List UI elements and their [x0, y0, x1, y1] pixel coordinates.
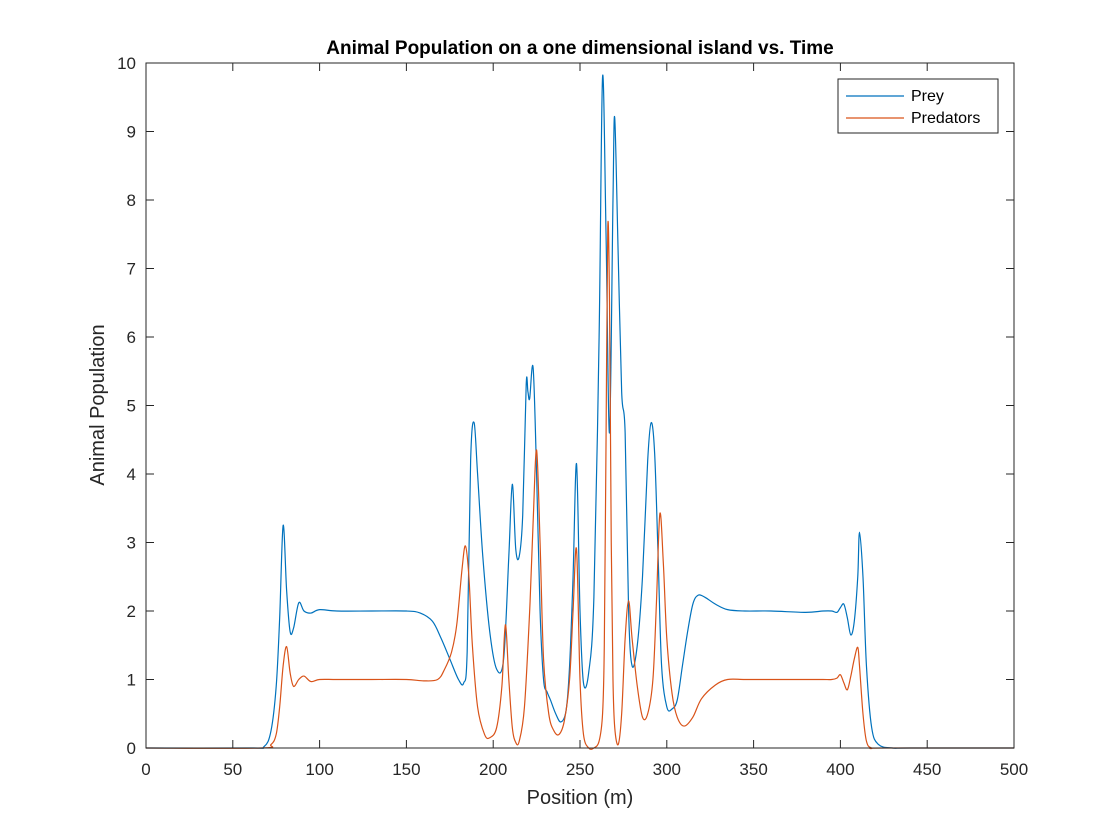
y-tick-label: 0 [127, 739, 136, 758]
x-tick-label: 400 [826, 760, 854, 779]
x-tick-label: 0 [141, 760, 150, 779]
x-axis-label: Position (m) [527, 787, 634, 809]
y-tick-label: 4 [127, 465, 136, 484]
x-tick-label: 100 [305, 760, 333, 779]
y-tick-label: 5 [127, 397, 136, 416]
x-tick-label: 500 [1000, 760, 1028, 779]
y-tick-label: 3 [127, 534, 136, 553]
x-tick-label: 350 [739, 760, 767, 779]
x-tick-label: 150 [392, 760, 420, 779]
legend-box [837, 78, 999, 134]
y-tick-label: 9 [127, 123, 136, 142]
y-tick-label: 1 [127, 671, 136, 690]
legend: Prey Predators [837, 78, 999, 134]
x-tick-label: 50 [223, 760, 242, 779]
x-tick-label: 450 [913, 760, 941, 779]
plot-background [146, 63, 1014, 748]
x-tick-label: 200 [479, 760, 507, 779]
x-tick-label: 300 [653, 760, 681, 779]
chart-title: Animal Population on a one dimensional i… [326, 38, 833, 59]
legend-label-prey: Prey [911, 88, 944, 105]
y-tick-label: 2 [127, 602, 136, 621]
ticks-layer: 0 50 100 150 200 250 300 350 400 450 500 0 1 2 3 4 5 6 7 8 9… [117, 54, 1028, 779]
y-axis-label: Animal Population [87, 324, 109, 485]
y-tick-label: 10 [117, 54, 136, 73]
series-line-prey [145, 74, 1015, 749]
y-tick-label: 7 [127, 260, 136, 279]
y-tick-label: 6 [127, 328, 136, 347]
legend-label-predators: Predators [911, 110, 980, 127]
x-tick-label: 250 [566, 760, 594, 779]
y-tick-label: 8 [127, 191, 136, 210]
